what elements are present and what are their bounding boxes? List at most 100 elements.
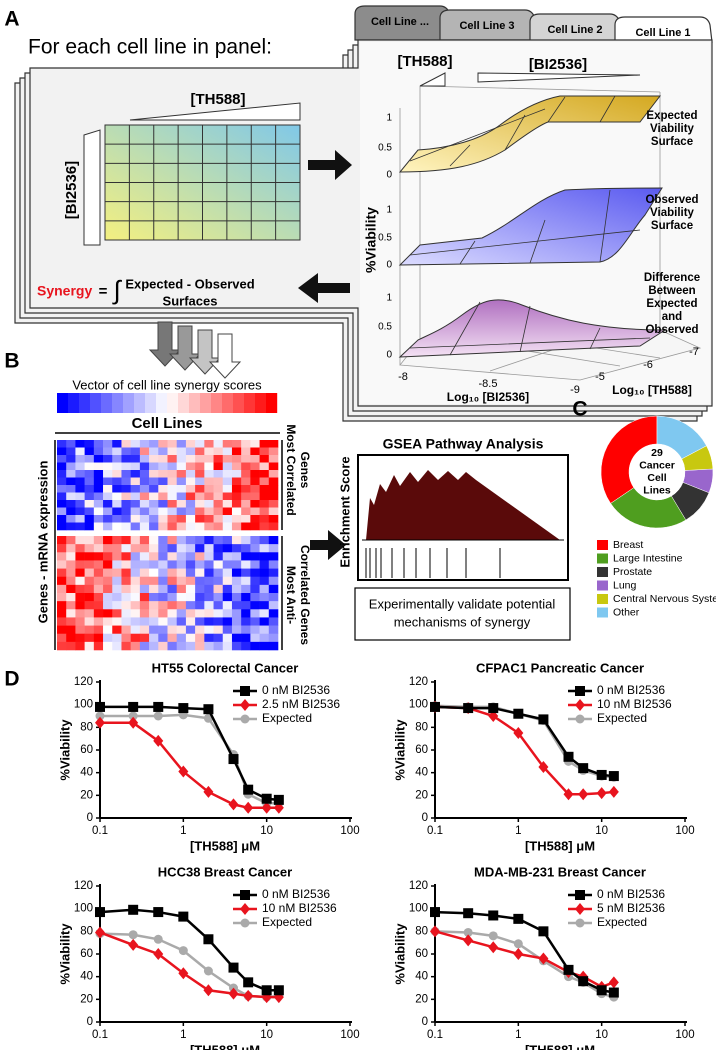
data-point <box>513 948 524 960</box>
heat-cell <box>268 593 279 602</box>
heat-cell <box>185 625 196 635</box>
data-point <box>95 716 105 729</box>
heat-cell <box>130 485 141 493</box>
heat-cell <box>231 625 242 635</box>
validate-text: mechanisms of synergy <box>394 614 531 629</box>
data-point <box>228 798 239 811</box>
heat-cell <box>103 507 113 516</box>
tab-label: Cell Line 3 <box>459 20 514 32</box>
heat-cell <box>185 544 196 553</box>
heat-cell <box>167 601 178 610</box>
data-point <box>513 708 524 719</box>
heat-cell <box>57 447 67 456</box>
heat-cell <box>75 568 85 578</box>
heat-cell <box>139 447 150 456</box>
legend-marker <box>240 903 250 915</box>
heat-cell <box>84 552 95 561</box>
x-tick-label: 100 <box>675 1029 694 1041</box>
heat-cell <box>176 633 187 643</box>
heat-cell <box>241 544 251 553</box>
heat-cell <box>167 568 178 578</box>
chart-title: HT55 Colorectal Cancer <box>152 660 299 675</box>
heat-cell <box>112 536 122 545</box>
heat-cell <box>222 536 233 545</box>
data-point <box>563 788 574 801</box>
data-point <box>578 976 589 987</box>
heat-cell <box>241 584 251 594</box>
heat-cell <box>158 477 168 486</box>
data-point <box>463 908 474 919</box>
heat-cell <box>259 625 270 635</box>
heat-cell <box>93 492 104 501</box>
heat-cell <box>213 485 224 493</box>
heat-cell <box>158 625 168 635</box>
heat-cell <box>66 633 76 643</box>
integral: ∫ <box>111 275 122 305</box>
heat-cell <box>176 492 187 501</box>
heat-cell <box>176 462 187 471</box>
heat-cell <box>241 455 251 463</box>
color-cell <box>167 393 179 413</box>
heat-cell <box>268 440 279 448</box>
heat-cell <box>158 455 168 463</box>
heat-cell <box>112 560 122 569</box>
legend-marker <box>575 699 585 711</box>
heat-cell <box>222 560 233 569</box>
heat-cell <box>130 492 141 501</box>
heat-cell <box>167 485 178 493</box>
heat-cell <box>268 492 279 501</box>
heat-cell <box>93 544 104 553</box>
heat-cell <box>158 633 168 643</box>
x-tick-label: 10 <box>260 1029 273 1041</box>
heat-cell <box>103 576 113 586</box>
y-tick-label: 0 <box>87 812 93 824</box>
heat-cell <box>139 552 150 561</box>
heat-cell <box>112 552 122 561</box>
heat-cell <box>149 617 159 626</box>
heat-cell <box>149 522 159 531</box>
heat-cell <box>121 515 131 523</box>
heat-cell <box>75 633 85 643</box>
heat-cell <box>167 641 178 651</box>
heat-cell <box>176 455 187 463</box>
z-tick-label: 0 <box>386 170 392 181</box>
data-point <box>273 794 284 805</box>
y-tick-label: 60 <box>80 744 93 756</box>
heat-cell <box>112 485 122 493</box>
heat-cell <box>158 536 168 545</box>
heat-cell <box>222 601 233 610</box>
heat-cell <box>112 576 122 586</box>
validate-box <box>354 587 571 641</box>
heat-cell <box>241 470 251 478</box>
heat-cell <box>222 576 233 586</box>
heat-cell <box>204 470 214 478</box>
heat-cell <box>103 633 113 643</box>
color-cell <box>156 393 168 413</box>
legend-marker <box>240 714 250 724</box>
heat-cell <box>213 560 224 569</box>
heat-cell <box>213 477 224 486</box>
heat-cell <box>57 522 67 531</box>
heat-cell <box>66 515 76 523</box>
x-tick-label: 1 <box>180 825 186 837</box>
heat-cell <box>176 500 187 508</box>
heat-cell <box>204 477 214 486</box>
heat-cell <box>158 544 168 553</box>
heat-cell <box>149 609 159 618</box>
heat-cell <box>84 601 95 610</box>
heat-cell <box>204 500 214 508</box>
data-point <box>608 785 619 798</box>
y-tick-label: 60 <box>80 948 93 960</box>
heat-cell <box>259 633 270 643</box>
y-tick-label: 40 <box>415 971 428 983</box>
x-axis-label: [TH588] μM <box>525 1042 595 1050</box>
heat-cell <box>130 609 141 618</box>
heat-cell <box>149 455 159 463</box>
heat-cell <box>121 492 131 501</box>
heat-cell <box>259 552 270 561</box>
heat-cell <box>121 560 131 569</box>
heat-cell <box>176 536 187 545</box>
heat-cell <box>84 515 95 523</box>
heat-cell <box>121 633 131 643</box>
heat-cell <box>176 515 187 523</box>
